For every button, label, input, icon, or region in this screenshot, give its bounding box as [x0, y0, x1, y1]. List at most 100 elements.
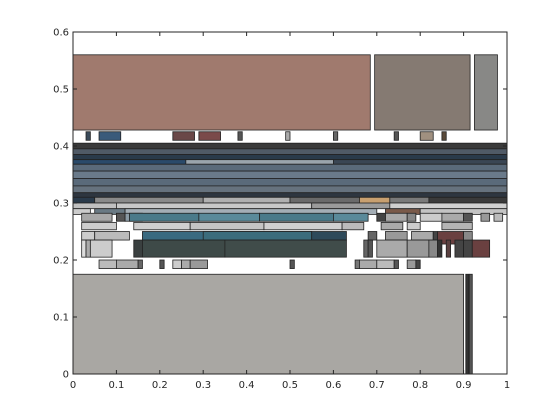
plot-blocks	[72, 54, 508, 375]
treemap-block-27	[289, 196, 360, 204]
treemap-block-41	[116, 212, 126, 222]
treemap-block-3	[85, 131, 91, 141]
x-axis-ticks: 0 0.1 0.2 0.3 0.4 0.5 0.6 0.7 0.8 0.9 1	[70, 32, 510, 391]
x-tick-label-3: 0.3	[195, 380, 211, 391]
treemap-block-10	[393, 131, 399, 141]
treemap-block-57	[189, 221, 265, 231]
y-tick-label-6: 0.6	[53, 28, 69, 39]
treemap-block-76	[89, 239, 113, 258]
treemap-block-21	[72, 178, 508, 187]
treemap-block-31	[72, 202, 117, 210]
treemap-block-92	[137, 259, 143, 269]
treemap-block-98	[354, 259, 360, 269]
treemap-block-65	[311, 231, 347, 241]
treemap-block-59	[341, 221, 365, 231]
treemap-block-5	[172, 131, 195, 141]
x-tick-label-6: 0.6	[325, 380, 341, 391]
treemap-block-54	[493, 212, 504, 222]
treemap-block-2	[474, 54, 498, 131]
treemap-block-40	[81, 212, 113, 222]
treemap-block-99	[359, 259, 378, 269]
y-tick-label-3: 0.3	[53, 199, 69, 210]
treemap-block-105	[465, 273, 470, 375]
treemap-block-68	[367, 231, 378, 241]
x-tick-label-10: 1	[504, 380, 510, 391]
x-tick-label-0: 0	[70, 380, 76, 391]
treemap-block-34	[389, 202, 508, 210]
treemap-block-26	[202, 196, 291, 204]
treemap-block-49	[406, 212, 417, 222]
treemap-block-61	[406, 221, 421, 231]
treemap-block-58	[263, 221, 343, 231]
treemap-block-67	[94, 231, 130, 241]
y-tick-label-0: 0	[63, 370, 69, 381]
treemap-block-91	[116, 259, 139, 269]
treemap-block-51	[441, 212, 464, 222]
treemap-block-62	[441, 221, 473, 231]
treemap-block-79	[224, 239, 347, 258]
treemap-block-14	[72, 148, 508, 155]
treemap-block-106	[468, 273, 473, 375]
treemap-block-48	[385, 212, 408, 222]
x-tick-label-9: 0.9	[456, 380, 472, 391]
treemap-block-13	[72, 142, 508, 150]
treemap-block-100	[376, 259, 395, 269]
y-tick-label-5: 0.5	[53, 85, 69, 96]
x-tick-label-4: 0.4	[239, 380, 255, 391]
treemap-block-60	[380, 221, 404, 231]
treemap-block-69	[385, 231, 408, 241]
treemap-block-30	[428, 196, 508, 204]
treemap-block-71	[432, 231, 438, 241]
y-tick-label-1: 0.1	[53, 313, 69, 324]
treemap-block-90	[98, 259, 117, 269]
treemap-block-94	[172, 259, 182, 269]
treemap-block-47	[376, 212, 386, 222]
treemap-block-32	[116, 202, 313, 210]
treemap-block-104	[72, 273, 465, 375]
treemap-block-87	[454, 239, 465, 258]
treemap-block-11	[419, 131, 434, 141]
treemap-block-45	[259, 212, 334, 222]
treemap-block-86	[445, 239, 451, 258]
treemap-block-70	[411, 231, 434, 241]
x-tick-label-2: 0.2	[152, 380, 168, 391]
treemap-block-88	[463, 239, 473, 258]
treemap-block-17	[185, 159, 334, 165]
treemap-block-97	[289, 259, 295, 269]
treemap-block-25	[94, 196, 204, 204]
treemap-block-8	[285, 131, 291, 141]
y-tick-label-4: 0.4	[53, 142, 69, 153]
treemap-block-4	[98, 131, 122, 141]
treemap-block-80	[363, 239, 369, 258]
treemap-block-19	[72, 163, 508, 172]
treemap-block-18	[332, 159, 508, 165]
treemap-block-82	[376, 239, 408, 258]
treemap-block-50	[419, 212, 443, 222]
treemap-block-56	[133, 221, 191, 231]
treemap-block-24	[72, 196, 96, 204]
treemap-block-22	[72, 185, 508, 194]
treemap-block-95	[181, 259, 191, 269]
treemap-block-20	[72, 170, 508, 179]
treemap-block-7	[237, 131, 243, 141]
treemap-block-66	[81, 231, 96, 241]
axes-box	[72, 31, 508, 375]
treemap-block-85	[437, 239, 443, 258]
x-tick-label-8: 0.8	[412, 380, 428, 391]
treemap-block-93	[159, 259, 165, 269]
treemap-block-12	[441, 131, 447, 141]
treemap-block-101	[393, 259, 399, 269]
x-tick-label-7: 0.7	[369, 380, 385, 391]
x-tick-label-1: 0.1	[108, 380, 124, 391]
treemap-block-23	[72, 192, 508, 198]
treemap-block-29	[389, 196, 430, 204]
treemap-block-84	[428, 239, 438, 258]
x-tick-label-5: 0.5	[282, 380, 298, 391]
treemap-block-55	[81, 221, 117, 231]
treemap-block-33	[311, 202, 391, 210]
treemap-block-78	[142, 239, 226, 258]
treemap-block-81	[367, 239, 373, 258]
treemap-block-44	[198, 212, 261, 222]
treemap-block-15	[72, 154, 508, 161]
